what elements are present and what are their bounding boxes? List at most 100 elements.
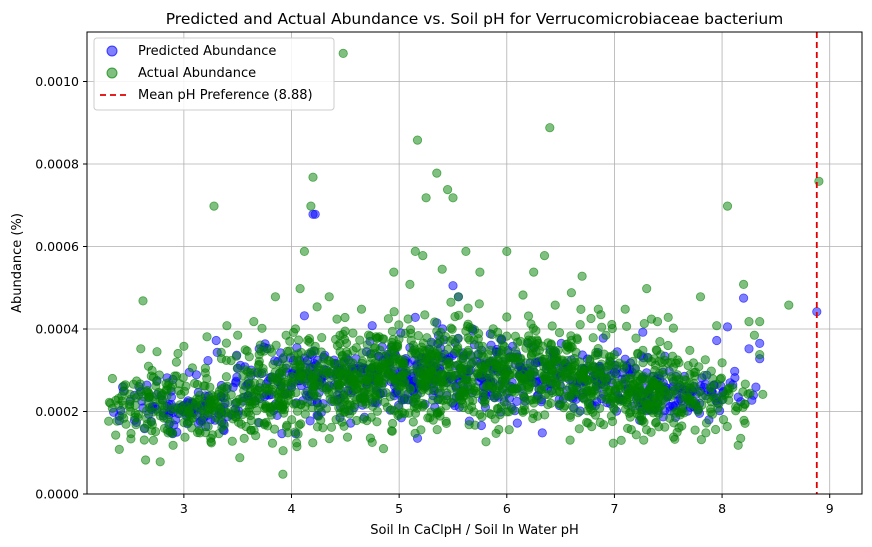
actual-point bbox=[200, 381, 210, 391]
actual-point bbox=[300, 409, 310, 419]
actual-point bbox=[710, 393, 720, 403]
actual-point bbox=[170, 371, 180, 381]
actual-point bbox=[648, 383, 658, 393]
actual-point bbox=[436, 395, 446, 405]
actual-point bbox=[444, 358, 454, 368]
x-tick-label: 7 bbox=[610, 501, 618, 516]
actual-point bbox=[545, 123, 555, 133]
actual-point bbox=[181, 381, 191, 391]
actual-point bbox=[209, 201, 219, 211]
actual-point bbox=[616, 435, 626, 445]
actual-point bbox=[291, 399, 301, 409]
legend-box bbox=[93, 37, 335, 111]
actual-point bbox=[508, 404, 518, 414]
actual-point bbox=[597, 322, 607, 332]
actual-point bbox=[607, 319, 617, 330]
actual-point bbox=[541, 376, 551, 386]
actual-point bbox=[668, 432, 679, 442]
actual-point bbox=[588, 407, 598, 417]
actual-point bbox=[319, 354, 329, 364]
actual-point bbox=[187, 363, 197, 373]
actual-point bbox=[254, 349, 264, 360]
actual-point bbox=[464, 404, 474, 415]
actual-point bbox=[700, 355, 710, 365]
actual-point bbox=[226, 355, 236, 366]
y-tick-label: 0.0008 bbox=[35, 157, 79, 172]
actual-point bbox=[550, 300, 560, 310]
actual-point bbox=[604, 360, 614, 370]
actual-point bbox=[432, 168, 442, 178]
actual-point bbox=[674, 358, 684, 368]
actual-point bbox=[708, 374, 718, 384]
actual-point bbox=[232, 397, 242, 408]
actual-point bbox=[357, 348, 367, 358]
actual-point bbox=[162, 414, 172, 424]
actual-point bbox=[554, 327, 565, 338]
actual-point bbox=[696, 434, 707, 445]
predicted-point bbox=[305, 416, 315, 426]
actual-point bbox=[437, 264, 447, 274]
actual-point bbox=[406, 384, 416, 394]
actual-point bbox=[385, 392, 395, 402]
actual-point bbox=[240, 345, 250, 355]
actual-point bbox=[394, 334, 404, 344]
actual-point bbox=[333, 376, 343, 387]
actual-point bbox=[583, 418, 593, 428]
actual-point bbox=[389, 267, 399, 277]
actual-point bbox=[512, 337, 523, 347]
actual-point bbox=[463, 333, 473, 343]
actual-point bbox=[435, 387, 445, 397]
actual-point bbox=[387, 418, 398, 429]
actual-point bbox=[697, 391, 708, 401]
x-tick-label: 9 bbox=[826, 501, 834, 516]
actual-point bbox=[276, 395, 286, 405]
actual-point bbox=[455, 363, 465, 373]
actual-point bbox=[440, 331, 451, 342]
actual-point bbox=[660, 422, 670, 432]
actual-point bbox=[480, 395, 490, 405]
actual-point bbox=[418, 338, 428, 348]
actual-point bbox=[548, 358, 558, 368]
actual-point bbox=[488, 382, 498, 393]
actual-point bbox=[631, 430, 641, 440]
actual-point bbox=[575, 368, 586, 379]
actual-point bbox=[551, 379, 562, 389]
actual-point bbox=[697, 400, 707, 410]
actual-point bbox=[652, 316, 663, 327]
actual-point bbox=[518, 290, 528, 300]
actual-point bbox=[327, 387, 337, 397]
actual-point bbox=[631, 370, 642, 381]
y-tick-label: 0.0002 bbox=[35, 404, 79, 419]
actual-point bbox=[255, 378, 265, 388]
actual-point bbox=[286, 371, 297, 381]
actual-point bbox=[118, 400, 129, 410]
actual-point bbox=[629, 399, 639, 409]
actual-point bbox=[585, 386, 596, 396]
actual-point bbox=[387, 326, 397, 336]
actual-point bbox=[555, 399, 566, 409]
actual-point bbox=[625, 407, 636, 417]
actual-point bbox=[141, 455, 151, 465]
actual-point bbox=[405, 366, 416, 376]
actual-point bbox=[173, 404, 184, 414]
actual-point bbox=[191, 397, 201, 408]
actual-point bbox=[706, 383, 716, 393]
actual-point bbox=[300, 401, 310, 411]
actual-point bbox=[362, 415, 372, 426]
actual-point bbox=[335, 330, 345, 340]
actual-point bbox=[309, 371, 320, 381]
actual-point bbox=[281, 330, 291, 340]
actual-point bbox=[295, 360, 306, 370]
actual-point bbox=[151, 426, 161, 437]
actual-point bbox=[695, 292, 706, 302]
actual-point bbox=[296, 347, 306, 358]
actual-point bbox=[299, 246, 309, 256]
actual-point bbox=[119, 381, 129, 391]
actual-point bbox=[329, 395, 340, 405]
actual-point bbox=[639, 318, 649, 329]
actual-point bbox=[114, 444, 124, 454]
actual-point bbox=[643, 401, 653, 411]
actual-point bbox=[474, 299, 484, 309]
actual-point bbox=[389, 307, 399, 317]
actual-point bbox=[139, 423, 149, 433]
